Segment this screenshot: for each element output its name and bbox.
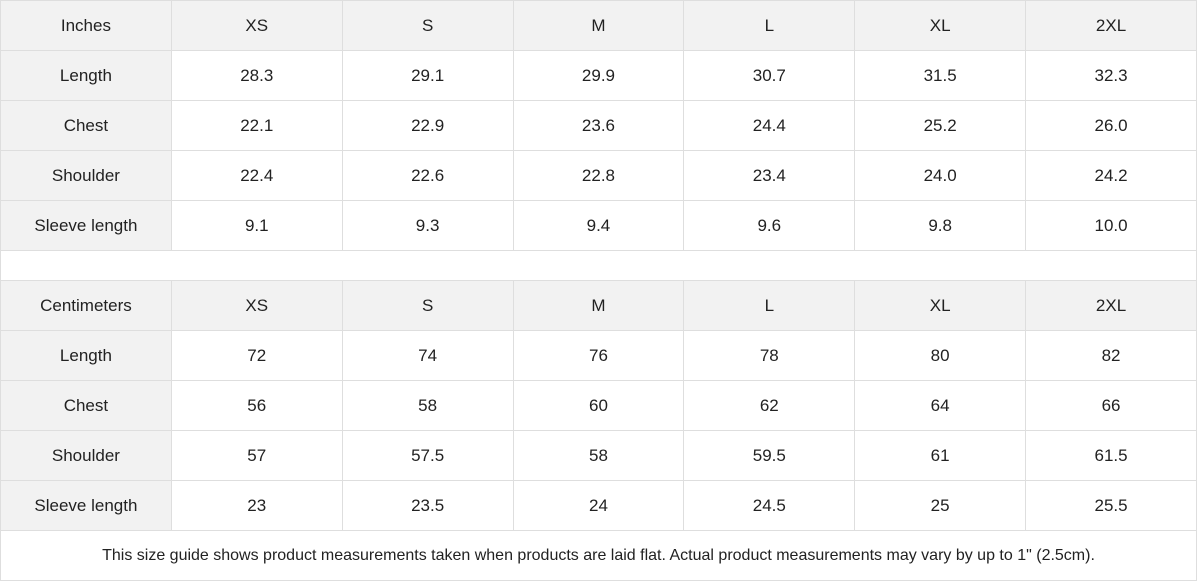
measurement-value: 22.1 <box>170 100 343 151</box>
size-header: L <box>683 0 856 51</box>
measurement-value: 62 <box>683 380 856 431</box>
measurement-value: 57.5 <box>341 430 514 481</box>
size-header: L <box>683 280 856 331</box>
header-row: Inches XS S M L XL 2XL <box>0 0 1197 51</box>
table-row: Sleeve length 23 23.5 24 24.5 25 25.5 <box>0 480 1197 531</box>
measurement-value: 24.0 <box>854 150 1027 201</box>
table-row: Length 72 74 76 78 80 82 <box>0 330 1197 381</box>
measurement-label: Chest <box>0 100 172 151</box>
measurement-label: Shoulder <box>0 150 172 201</box>
measurement-value: 22.4 <box>170 150 343 201</box>
measurement-label: Shoulder <box>0 430 172 481</box>
measurement-value: 82 <box>1025 330 1197 381</box>
separator-cell <box>0 250 1197 281</box>
measurement-value: 80 <box>854 330 1027 381</box>
table-row: Chest 22.1 22.9 23.6 24.4 25.2 26.0 <box>0 100 1197 151</box>
measurement-value: 58 <box>341 380 514 431</box>
measurement-value: 59.5 <box>683 430 856 481</box>
measurement-value: 72 <box>170 330 343 381</box>
measurement-label: Sleeve length <box>0 480 172 531</box>
size-header: XL <box>854 0 1027 51</box>
measurement-value: 22.8 <box>512 150 685 201</box>
measurement-label: Length <box>0 330 172 381</box>
table-row: Chest 56 58 60 62 64 66 <box>0 380 1197 431</box>
measurement-label: Chest <box>0 380 172 431</box>
header-row: Centimeters XS S M L XL 2XL <box>0 280 1197 331</box>
size-header: XS <box>170 0 343 51</box>
measurement-value: 24.5 <box>683 480 856 531</box>
measurement-value: 56 <box>170 380 343 431</box>
measurement-value: 60 <box>512 380 685 431</box>
measurement-value: 57 <box>170 430 343 481</box>
size-header: S <box>341 280 514 331</box>
measurement-value: 26.0 <box>1025 100 1197 151</box>
size-header: 2XL <box>1025 280 1197 331</box>
size-header: 2XL <box>1025 0 1197 51</box>
table-row: Shoulder 22.4 22.6 22.8 23.4 24.0 24.2 <box>0 150 1197 201</box>
measurement-value: 9.1 <box>170 200 343 251</box>
size-header: XS <box>170 280 343 331</box>
measurement-value: 25.5 <box>1025 480 1197 531</box>
measurement-value: 29.1 <box>341 50 514 101</box>
size-header: M <box>512 280 685 331</box>
measurement-value: 25.2 <box>854 100 1027 151</box>
measurement-value: 76 <box>512 330 685 381</box>
measurement-value: 23.4 <box>683 150 856 201</box>
measurement-value: 28.3 <box>170 50 343 101</box>
measurement-value: 61 <box>854 430 1027 481</box>
size-header: XL <box>854 280 1027 331</box>
measurement-value: 32.3 <box>1025 50 1197 101</box>
measurement-value: 23.5 <box>341 480 514 531</box>
table-separator <box>0 250 1197 281</box>
measurement-value: 30.7 <box>683 50 856 101</box>
measurement-value: 25 <box>854 480 1027 531</box>
measurement-value: 64 <box>854 380 1027 431</box>
measurement-value: 78 <box>683 330 856 381</box>
measurement-value: 61.5 <box>1025 430 1197 481</box>
footnote-row: This size guide shows product measuremen… <box>0 530 1197 581</box>
measurement-value: 58 <box>512 430 685 481</box>
measurement-label: Length <box>0 50 172 101</box>
measurement-label: Sleeve length <box>0 200 172 251</box>
measurement-value: 23.6 <box>512 100 685 151</box>
measurement-value: 9.6 <box>683 200 856 251</box>
measurement-value: 24 <box>512 480 685 531</box>
measurement-value: 24.4 <box>683 100 856 151</box>
measurement-value: 10.0 <box>1025 200 1197 251</box>
table-row: Length 28.3 29.1 29.9 30.7 31.5 32.3 <box>0 50 1197 101</box>
measurement-value: 31.5 <box>854 50 1027 101</box>
unit-header: Centimeters <box>0 280 172 331</box>
measurement-value: 66 <box>1025 380 1197 431</box>
unit-header: Inches <box>0 0 172 51</box>
size-header: S <box>341 0 514 51</box>
measurement-value: 22.6 <box>341 150 514 201</box>
measurement-value: 74 <box>341 330 514 381</box>
table-row: Shoulder 57 57.5 58 59.5 61 61.5 <box>0 430 1197 481</box>
measurement-value: 9.8 <box>854 200 1027 251</box>
measurement-value: 29.9 <box>512 50 685 101</box>
measurement-value: 22.9 <box>341 100 514 151</box>
measurement-value: 23 <box>170 480 343 531</box>
measurement-value: 9.4 <box>512 200 685 251</box>
measurement-value: 24.2 <box>1025 150 1197 201</box>
size-header: M <box>512 0 685 51</box>
table-row: Sleeve length 9.1 9.3 9.4 9.6 9.8 10.0 <box>0 200 1197 251</box>
footnote: This size guide shows product measuremen… <box>0 530 1197 581</box>
measurement-value: 9.3 <box>341 200 514 251</box>
